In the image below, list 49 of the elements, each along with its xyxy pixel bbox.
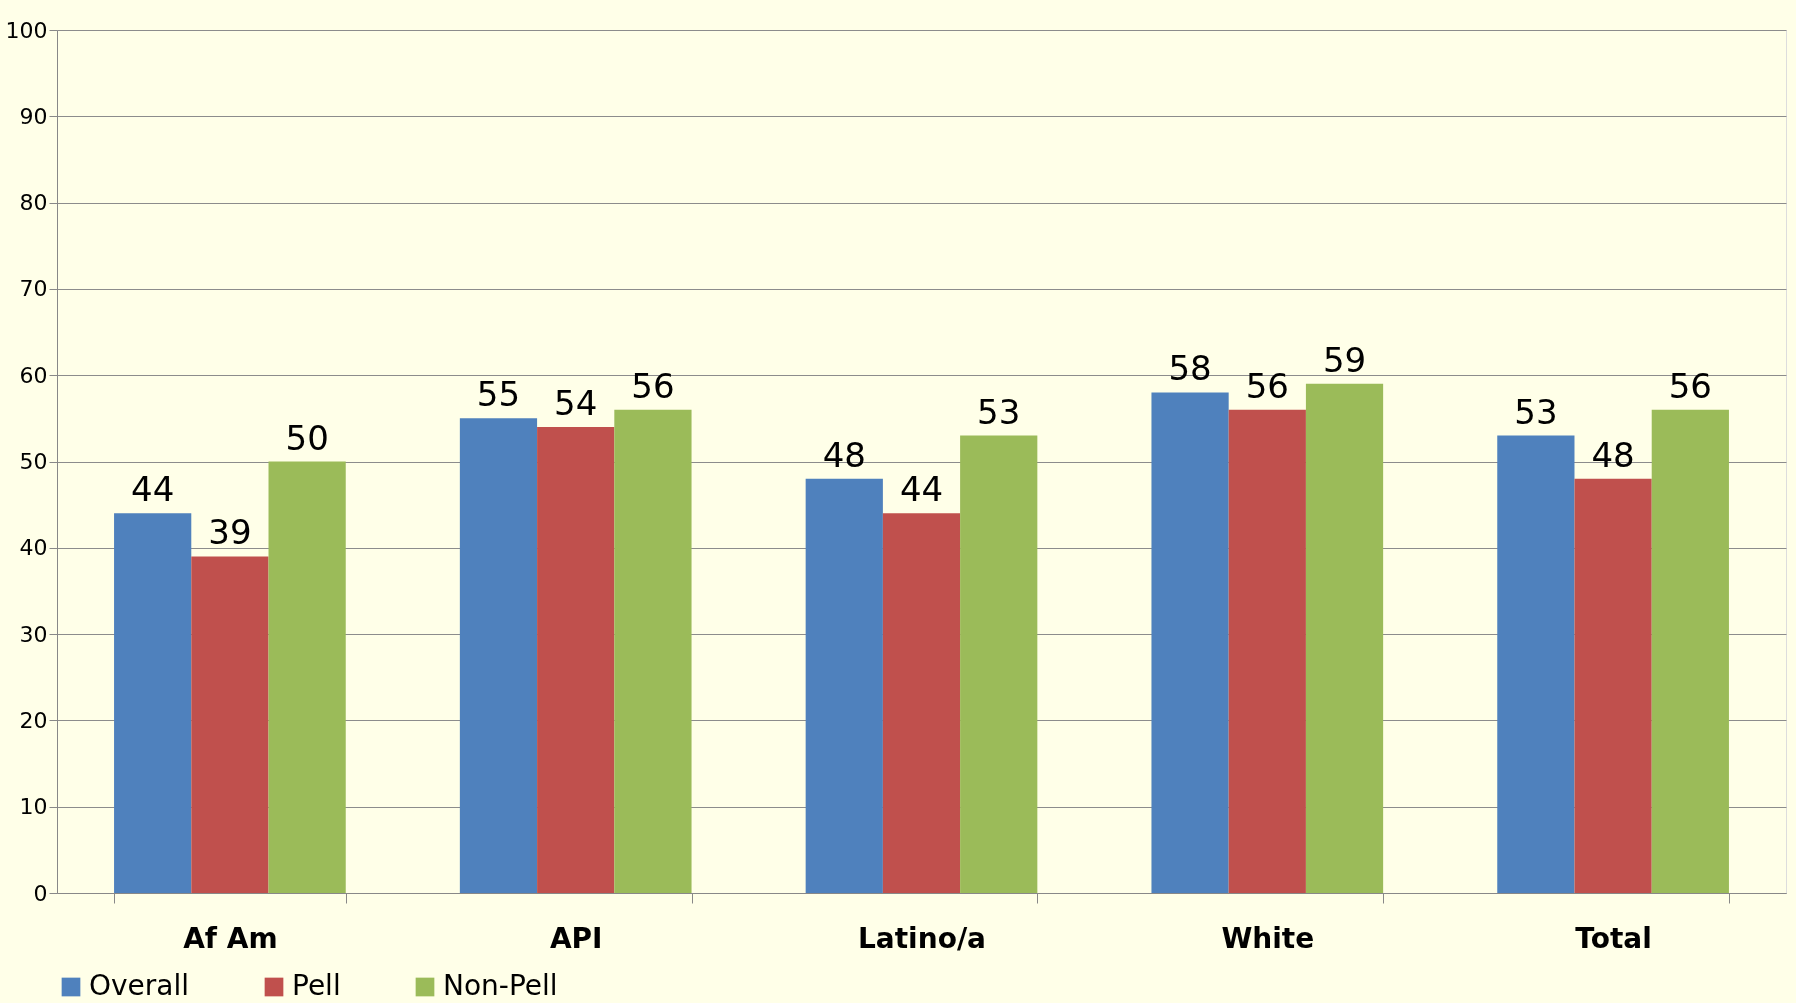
x-tick-label: White [1221,921,1315,955]
x-tick-label: Total [1575,921,1652,955]
data-label: 48 [822,434,866,475]
data-label: 39 [208,512,252,553]
data-label: 53 [977,391,1021,432]
data-label: 56 [1668,365,1712,406]
y-tick-label: 70 [19,276,48,302]
legend-label: Non-Pell [443,969,558,1002]
bar [114,513,192,893]
y-tick-label: 60 [19,362,48,388]
bar [614,409,692,893]
y-tick-label: 40 [19,535,48,561]
data-label: 54 [554,382,598,423]
bar [1305,383,1384,893]
bar [960,435,1038,893]
legend-label: Overall [89,969,190,1002]
data-label: 59 [1322,339,1367,380]
bar [191,556,269,893]
bar [1497,435,1575,893]
data-label: 55 [476,374,521,415]
y-tick-label: 30 [19,621,48,647]
data-label: 53 [1514,391,1558,432]
bar [459,418,538,893]
bar [1651,409,1729,893]
bar [268,461,346,893]
y-tick-label: 0 [33,880,48,906]
y-tick-label: 50 [19,449,48,474]
legend-label: Pell [292,969,341,1002]
y-tick-label: 100 [5,17,48,43]
data-label: 44 [899,469,944,510]
bar [1228,409,1306,893]
x-tick-label: API [549,921,603,955]
bar [882,513,961,893]
y-tick-label: 90 [19,103,48,129]
bar [1151,392,1229,893]
y-tick-label: 80 [19,190,48,216]
data-label: 48 [1591,434,1635,475]
data-label: 58 [1168,348,1212,389]
y-tick-label: 10 [19,794,48,820]
bar [805,478,883,893]
bar [537,426,615,893]
data-label: 44 [131,469,175,510]
data-label: 56 [631,365,675,406]
x-tick-label: Af Am [183,921,278,955]
x-tick-label: Latino/a [857,921,987,955]
y-tick-label: 20 [19,707,48,733]
data-label: 50 [285,417,329,458]
data-label: 56 [1245,365,1289,406]
bar [1574,478,1652,893]
